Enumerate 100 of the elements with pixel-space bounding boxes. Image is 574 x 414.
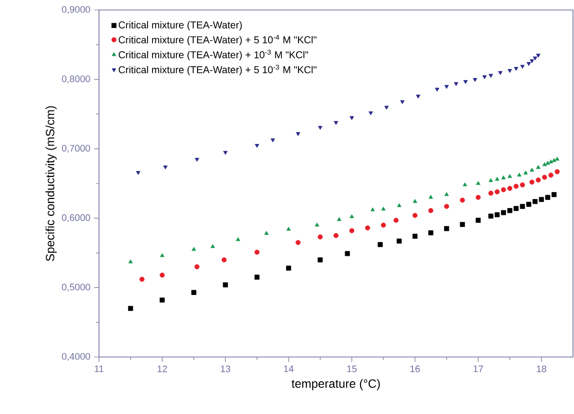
point — [500, 187, 506, 192]
point — [264, 230, 269, 235]
point — [160, 253, 164, 258]
point — [194, 264, 200, 270]
point — [381, 206, 386, 211]
point — [286, 266, 292, 271]
point — [412, 234, 418, 239]
point — [254, 250, 260, 255]
point — [286, 226, 291, 231]
point — [552, 192, 557, 198]
point — [160, 272, 165, 278]
point — [472, 78, 478, 82]
x-tick-label: 12 — [158, 366, 167, 372]
point — [488, 178, 494, 182]
point — [536, 54, 540, 58]
point — [444, 84, 449, 89]
point — [476, 218, 481, 223]
point — [532, 56, 538, 60]
point — [552, 158, 556, 162]
point — [223, 150, 228, 155]
point — [428, 230, 434, 236]
point — [318, 126, 322, 130]
point — [536, 165, 540, 169]
point — [498, 71, 503, 75]
point — [210, 244, 215, 248]
point — [508, 69, 512, 73]
point — [548, 159, 554, 164]
point — [394, 218, 399, 223]
point — [163, 166, 168, 170]
point — [396, 238, 402, 244]
point — [523, 170, 528, 174]
point — [476, 194, 481, 200]
point — [454, 82, 458, 86]
point — [526, 202, 532, 207]
point — [397, 203, 402, 208]
point — [334, 233, 338, 238]
point — [542, 162, 547, 166]
point — [318, 257, 323, 262]
point — [494, 212, 500, 218]
point — [517, 172, 522, 177]
point — [370, 207, 375, 212]
point — [520, 182, 525, 188]
point — [368, 111, 373, 116]
point — [444, 204, 450, 209]
point — [428, 194, 433, 199]
legend-label: Critical mixture (TEA-Water) + 5 10$^{-4}$ M "KCl" — [118, 34, 316, 46]
y-tick-label: 0,8000 — [62, 75, 90, 84]
point — [536, 178, 541, 183]
point — [532, 199, 538, 204]
point — [192, 246, 196, 251]
y-tick-label: 0,9000 — [62, 6, 90, 14]
point — [514, 184, 519, 189]
point — [349, 228, 354, 234]
point — [444, 226, 450, 232]
point — [236, 237, 240, 242]
point — [520, 204, 525, 209]
point — [488, 214, 494, 219]
point — [526, 62, 531, 66]
point — [428, 208, 434, 214]
point — [460, 222, 465, 227]
point — [538, 196, 544, 202]
point — [254, 144, 260, 148]
point — [542, 174, 548, 180]
point — [412, 212, 418, 218]
point — [222, 282, 228, 288]
point — [555, 156, 560, 161]
point — [160, 298, 165, 303]
point — [488, 190, 494, 196]
point — [462, 182, 468, 186]
point — [500, 210, 506, 216]
point — [222, 257, 227, 262]
x-tick-label: 11 — [94, 366, 104, 372]
point — [296, 240, 301, 245]
point — [365, 225, 370, 230]
x-tick-label: 16 — [410, 366, 420, 372]
point — [507, 208, 512, 214]
point — [270, 138, 275, 142]
point — [529, 180, 534, 185]
point — [508, 174, 512, 178]
point — [254, 274, 260, 280]
point — [501, 175, 506, 180]
point — [530, 168, 534, 172]
point — [384, 106, 389, 110]
point — [488, 74, 494, 78]
point — [434, 88, 440, 92]
point — [334, 121, 338, 125]
point — [514, 206, 519, 211]
point — [296, 132, 300, 136]
point — [336, 217, 342, 221]
y-tick-label: 0,6000 — [62, 214, 90, 222]
point — [350, 116, 354, 120]
point — [514, 66, 518, 71]
point — [412, 199, 418, 203]
point — [416, 94, 420, 99]
point — [191, 290, 196, 295]
point — [128, 306, 134, 311]
point — [318, 234, 323, 240]
y-tick-label: 0,5000 — [62, 284, 90, 292]
point — [546, 160, 550, 165]
point — [400, 100, 405, 104]
